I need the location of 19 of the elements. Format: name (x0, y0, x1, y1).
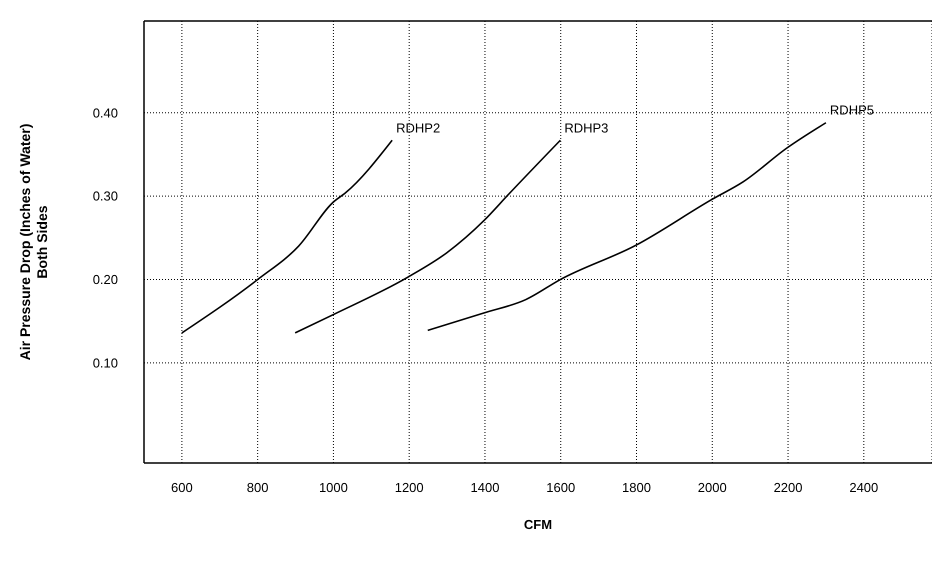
x-tick-label: 2400 (849, 480, 878, 496)
y-tick-label: 0.30 (92, 188, 118, 204)
x-tick-label: 800 (246, 480, 269, 496)
y-axis-title: Air Pressure Drop (Inches of Water) Both Sides (17, 124, 50, 360)
y-tick-label: 0.20 (92, 272, 118, 288)
series-label: RDHP5 (830, 102, 874, 118)
x-tick-label: 2200 (774, 480, 802, 496)
y-tick-label: 0.10 (92, 356, 118, 371)
series-label: RDHP2 (396, 120, 440, 136)
x-tick-label: 1400 (470, 480, 500, 496)
x-tick-label: 1600 (546, 480, 576, 496)
series-label: RDHP3 (564, 120, 608, 136)
x-tick-label: 1800 (622, 480, 651, 496)
x-tick-label: 1000 (318, 480, 348, 496)
x-tick-label: 1200 (394, 480, 424, 496)
x-axis-title: CFM (524, 517, 552, 532)
x-tick-label: 2000 (698, 480, 727, 496)
x-tick-label: 600 (171, 480, 193, 496)
y-tick-label: 0.40 (92, 105, 118, 120)
